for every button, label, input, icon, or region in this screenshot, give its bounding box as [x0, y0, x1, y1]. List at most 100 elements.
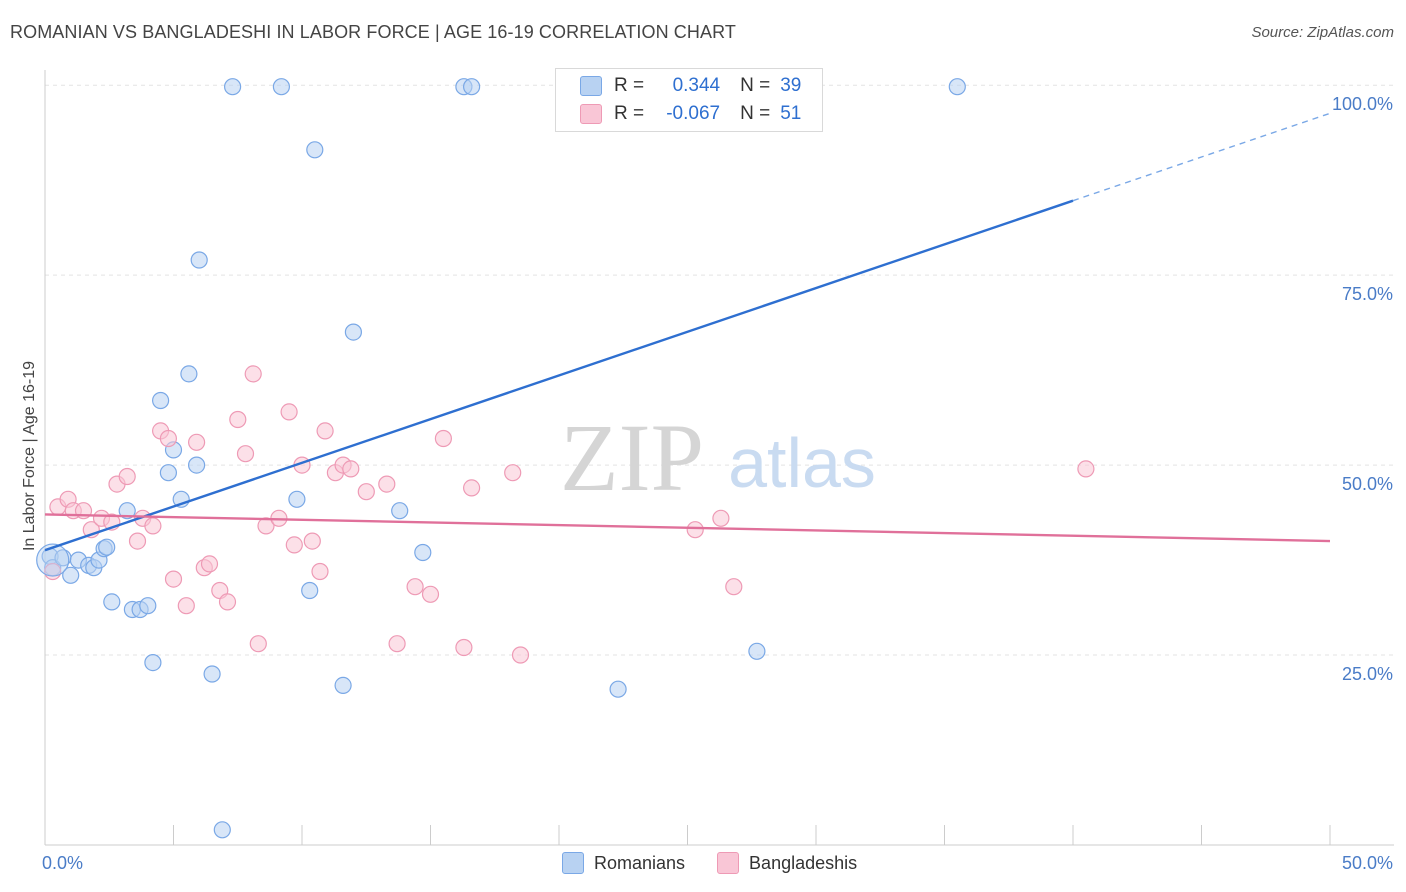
legend-row-bangladeshis: R = -0.067 N = 51 [580, 101, 801, 127]
point-romanians-31 [344, 323, 362, 341]
point-bangladeshis-44 [463, 479, 481, 497]
x-tick-labels: 0.0% 50.0% [42, 853, 1393, 873]
legend-r-label: R = [614, 75, 645, 96]
point-bangladeshis-10 [128, 532, 147, 550]
point-romanians-28 [301, 581, 319, 600]
point-romanians-3 [62, 566, 80, 584]
y-axis-label: In Labor Force | Age 16-19 [21, 361, 38, 551]
point-romanians-16 [152, 391, 170, 410]
x-tick-label-max: 50.0% [1342, 853, 1393, 873]
legend-row-romanians: R = 0.344 N = 39 [580, 73, 801, 99]
point-bangladeshis-40 [406, 578, 424, 596]
point-romanians-29 [306, 141, 324, 159]
point-romanians-21 [188, 456, 206, 474]
correlation-legend: R = 0.344 N = 39 R = -0.067 N = 51 [555, 68, 823, 132]
point-bangladeshis-14 [159, 429, 177, 448]
legend-n-value-bangladeshis: 51 [780, 103, 802, 124]
point-romanians-36 [609, 680, 627, 698]
point-romanians-22 [190, 251, 208, 269]
legend-n-label: N = [740, 103, 771, 124]
point-romanians-25 [224, 78, 242, 96]
point-romanians-20 [180, 365, 198, 383]
point-romanians-35 [463, 78, 481, 96]
point-bangladeshis-43 [455, 638, 473, 657]
chart-title: ROMANIAN VS BANGLADESHI IN LABOR FORCE |… [10, 22, 736, 42]
series-label-bangladeshis: Bangladeshis [749, 852, 858, 873]
point-romanians-26 [272, 78, 290, 96]
series-legend: Romanians Bangladeshis [562, 852, 889, 874]
trend-lines [44, 112, 1331, 552]
point-romanians-14 [139, 597, 157, 615]
point-romanians-23 [203, 665, 221, 683]
legend-swatch-romanians [580, 76, 602, 96]
legend-r-label: R = [614, 103, 645, 124]
point-bangladeshis-22 [229, 410, 247, 429]
point-romanians-33 [414, 543, 432, 562]
point-bangladeshis-32 [311, 562, 329, 581]
point-bangladeshis-28 [280, 403, 298, 421]
point-bangladeshis-23 [236, 445, 255, 463]
point-romanians-11 [118, 502, 136, 520]
point-bangladeshis-36 [342, 460, 360, 478]
point-romanians-15 [144, 653, 162, 672]
point-romanians-27 [288, 490, 306, 508]
series-swatch-bangladeshis [717, 852, 740, 874]
series-legend-bangladeshis[interactable]: Bangladeshis [717, 852, 857, 874]
axes [44, 70, 1394, 846]
x-tick-label-min: 0.0% [42, 853, 83, 873]
point-bangladeshis-48 [712, 509, 730, 527]
point-bangladeshis-41 [421, 585, 440, 603]
point-bangladeshis-25 [249, 635, 267, 653]
point-bangladeshis-33 [316, 422, 334, 440]
point-romanians-cluster [36, 543, 70, 577]
point-bangladeshis-42 [434, 429, 452, 448]
y-tick-label-25: 25.0% [1342, 664, 1393, 684]
y-tick-labels: 25.0% 50.0% 75.0% 100.0% [1332, 94, 1393, 684]
point-bangladeshis-17 [188, 433, 206, 451]
source-note: Source: ZipAtlas.com [1251, 24, 1394, 41]
legend-n-value-romanians: 39 [780, 75, 802, 96]
point-romanians-24 [213, 821, 231, 839]
point-romanians-17 [159, 464, 177, 482]
point-bangladeshis-29 [285, 536, 303, 554]
y-tick-label-50: 50.0% [1342, 474, 1393, 494]
point-bangladeshis-15 [164, 570, 183, 588]
point-bangladeshis-21 [218, 593, 237, 611]
point-bangladeshis-19 [200, 555, 219, 573]
point-romanians-37 [748, 642, 766, 660]
point-bangladeshis-12 [144, 517, 162, 535]
point-bangladeshis-47 [686, 521, 704, 539]
series-legend-romanians[interactable]: Romanians [562, 852, 685, 874]
point-bangladeshis-9 [118, 467, 136, 486]
y-tick-label-100: 100.0% [1332, 94, 1393, 114]
point-bangladeshis-37 [357, 483, 375, 501]
point-romanians-10 [103, 593, 121, 611]
point-romanians-30 [334, 676, 352, 695]
point-bangladeshis-46 [511, 646, 530, 664]
watermark: ZIP atlas [560, 404, 876, 511]
legend-r-value-bangladeshis: -0.067 [666, 103, 721, 124]
series-swatch-romanians [562, 852, 584, 874]
point-bangladeshis-24 [244, 365, 262, 383]
legend-swatch-bangladeshis [580, 104, 602, 124]
trend-line-romanians-extension [1072, 112, 1331, 202]
legend-r-value-romanians: 0.344 [672, 75, 721, 96]
data-points [36, 78, 1095, 839]
point-bangladeshis-38 [378, 475, 396, 493]
point-bangladeshis-50 [1077, 460, 1095, 478]
point-bangladeshis-39 [388, 635, 406, 653]
point-bangladeshis-31 [303, 532, 321, 550]
point-romanians-38 [948, 78, 966, 96]
watermark-zip: ZIP [560, 404, 704, 511]
point-bangladeshis-49 [725, 578, 743, 596]
y-tick-label-75: 75.0% [1342, 284, 1393, 304]
legend-n-label: N = [740, 75, 771, 96]
point-bangladeshis-45 [504, 464, 522, 482]
trend-line-bangladeshis [44, 513, 1331, 543]
trend-line-romanians [44, 199, 1074, 552]
series-label-romanians: Romanians [594, 852, 686, 873]
watermark-atlas: atlas [728, 424, 876, 502]
point-romanians-32 [391, 502, 409, 520]
point-romanians-9 [98, 538, 116, 556]
